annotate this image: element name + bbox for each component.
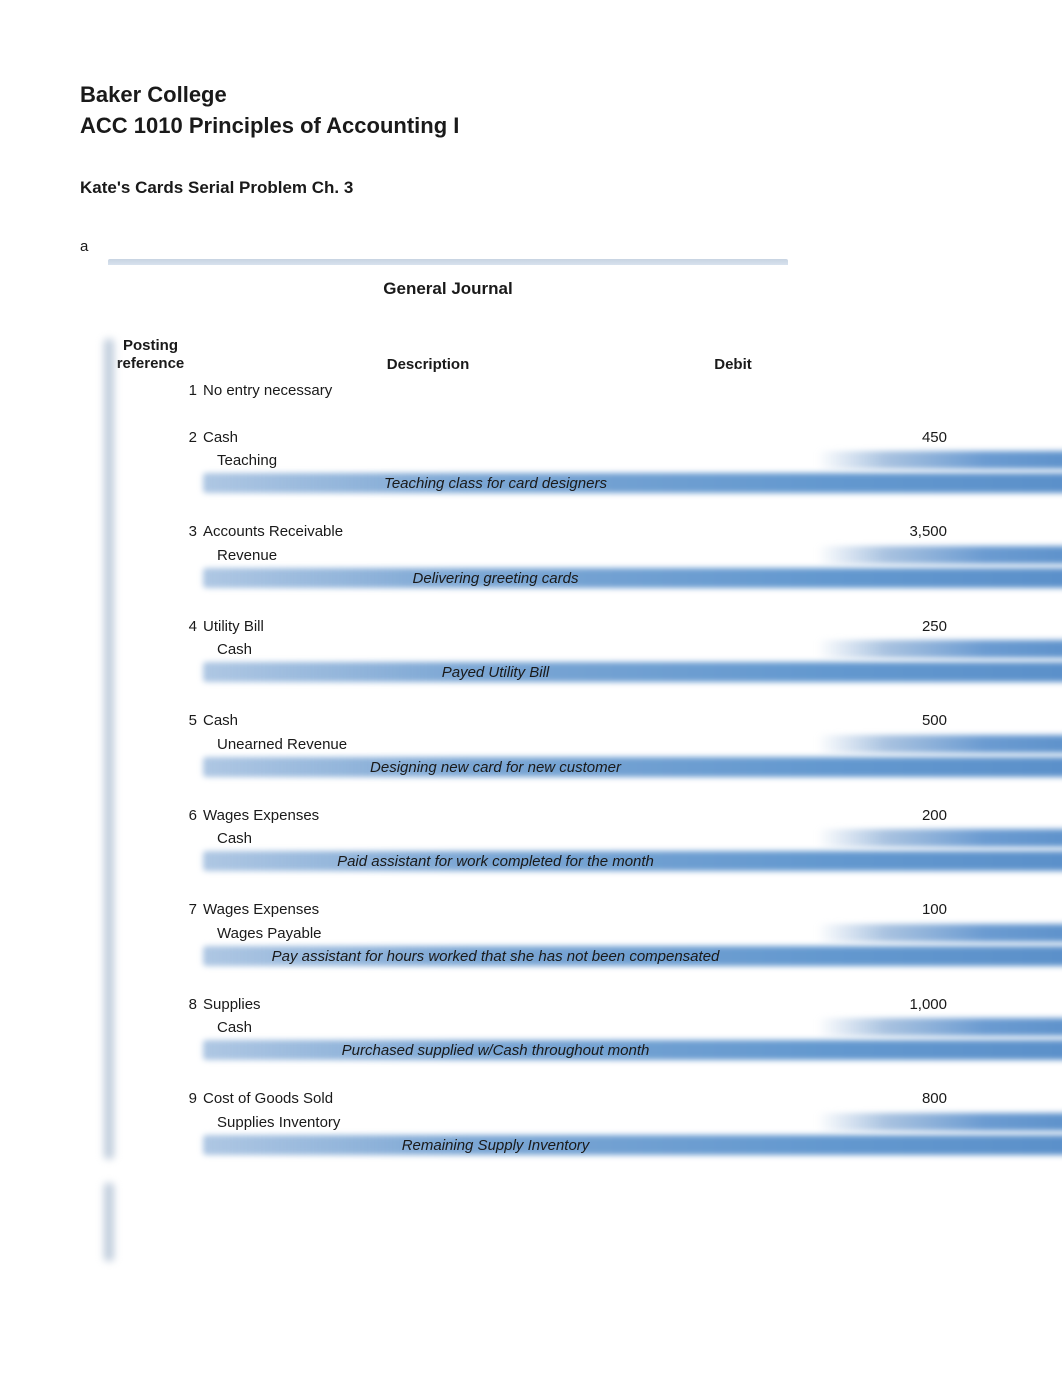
credit-row: Cash	[108, 638, 982, 661]
debit-account: Cash	[203, 426, 238, 449]
debit-amount: 200	[820, 804, 982, 827]
debit-account: Cost of Goods Sold	[203, 1087, 333, 1110]
credit-account: Revenue	[203, 544, 277, 567]
explanation-row: Delivering greeting cards	[108, 567, 982, 591]
posting-ref-number: 8	[108, 993, 203, 1016]
credit-blur-decoration	[817, 735, 1062, 753]
journal-container: General Journal Posting reference Descri…	[108, 259, 982, 1158]
posting-ref-number: 1	[108, 379, 203, 402]
posting-ref-number: 2	[108, 426, 203, 449]
credit-account: Supplies Inventory	[203, 1111, 340, 1134]
debit-row: 2Cash 450	[108, 426, 982, 449]
institution-title: Baker College	[80, 80, 982, 111]
debit-row: 1No entry necessary	[108, 379, 982, 402]
credit-blur-decoration	[817, 1018, 1062, 1036]
debit-row: 6Wages Expenses 200	[108, 804, 982, 827]
debit-row: 5Cash 500	[108, 709, 982, 732]
problem-subtitle: Kate's Cards Serial Problem Ch. 3	[80, 178, 982, 198]
credit-blur-decoration	[817, 640, 1062, 658]
posting-ref-number: 9	[108, 1087, 203, 1110]
explanation-row: Designing new card for new customer	[108, 756, 982, 780]
posting-ref-number: 7	[108, 898, 203, 921]
debit-account: Supplies	[203, 993, 261, 1016]
explanation-row: Teaching class for card designers	[108, 472, 982, 496]
credit-account: Teaching	[203, 449, 277, 472]
credit-row: Supplies Inventory	[108, 1111, 982, 1134]
credit-blur-decoration	[817, 829, 1062, 847]
explanation-text: Remaining Supply Inventory	[108, 1134, 788, 1158]
section-label: a	[80, 238, 982, 255]
posting-ref-number: 5	[108, 709, 203, 732]
debit-account: Wages Expenses	[203, 804, 319, 827]
credit-account: Cash	[203, 1016, 252, 1039]
journal-title: General Journal	[108, 279, 788, 299]
explanation-row: Paid assistant for work completed for th…	[108, 850, 982, 874]
posting-ref-line2: reference	[108, 355, 193, 373]
journal-entry: 5Cash 500 Unearned RevenueDesigning new ca…	[108, 709, 982, 780]
debit-account: Accounts Receivable	[203, 520, 343, 543]
column-headers: Posting reference Description Debit	[108, 337, 982, 373]
explanation-text: Paid assistant for work completed for th…	[108, 850, 788, 874]
journal-entry: 4Utility Bill 250 CashPayed Utility Bill	[108, 615, 982, 686]
debit-amount: 800	[820, 1087, 982, 1110]
credit-row: Wages Payable	[108, 922, 982, 945]
explanation-text: Pay assistant for hours worked that she …	[108, 945, 788, 969]
credit-blur-decoration	[817, 924, 1062, 942]
debit-account: Wages Expenses	[203, 898, 319, 921]
journal-top-border	[108, 259, 788, 265]
credit-row: Cash	[108, 827, 982, 850]
credit-account: Cash	[203, 638, 252, 661]
explanation-text: Payed Utility Bill	[108, 661, 788, 685]
col-header-debit: Debit	[663, 356, 803, 373]
credit-account: Wages Payable	[203, 922, 322, 945]
debit-row: 7Wages Expenses 100	[108, 898, 982, 921]
entries-container: 1No entry necessary2Cash450TeachingTeach…	[108, 379, 982, 1158]
credit-account: Cash	[203, 827, 252, 850]
credit-blur-decoration	[817, 451, 1062, 469]
debit-amount: 450	[820, 426, 982, 449]
credit-row: Unearned Revenue	[108, 733, 982, 756]
debit-amount: 100	[820, 898, 982, 921]
credit-row: Cash	[108, 1016, 982, 1039]
explanation-row: Purchased supplied w/Cash throughout mon…	[108, 1039, 982, 1063]
debit-row: 8Supplies 1,000	[108, 993, 982, 1016]
explanation-text: Delivering greeting cards	[108, 567, 788, 591]
explanation-row: Remaining Supply Inventory	[108, 1134, 982, 1158]
debit-amount: 500	[820, 709, 982, 732]
debit-row: 3Accounts Receivable 3,500	[108, 520, 982, 543]
credit-row: Revenue	[108, 544, 982, 567]
explanation-text: Purchased supplied w/Cash throughout mon…	[108, 1039, 788, 1063]
explanation-row: Pay assistant for hours worked that she …	[108, 945, 982, 969]
col-header-description: Description	[193, 356, 663, 373]
posting-ref-number: 4	[108, 615, 203, 638]
journal-entry: 6Wages Expenses 200 CashPaid assistant for…	[108, 804, 982, 875]
journal-entry: 9Cost of Goods Sold 800 Supplies Inventory…	[108, 1087, 982, 1158]
debit-row: 4Utility Bill 250	[108, 615, 982, 638]
journal-entry: 1No entry necessary	[108, 379, 982, 402]
debit-amount: 250	[820, 615, 982, 638]
debit-amount: 3,500	[820, 520, 982, 543]
credit-account: Unearned Revenue	[203, 733, 347, 756]
journal-entry: 7Wages Expenses 100 Wages PayablePay assis…	[108, 898, 982, 969]
posting-ref-line1: Posting	[108, 337, 193, 355]
debit-account: Utility Bill	[203, 615, 264, 638]
journal-entry: 2Cash 450 TeachingTeaching class for card …	[108, 426, 982, 497]
explanation-row: Payed Utility Bill	[108, 661, 982, 685]
credit-row: Teaching	[108, 449, 982, 472]
course-title: ACC 1010 Principles of Accounting I	[80, 111, 982, 142]
explanation-text: Designing new card for new customer	[108, 756, 788, 780]
credit-blur-decoration	[817, 1113, 1062, 1131]
journal-entry: 3Accounts Receivable 3,500 RevenueDeliveri…	[108, 520, 982, 591]
debit-amount: 1,000	[820, 993, 982, 1016]
explanation-text: Teaching class for card designers	[108, 472, 788, 496]
posting-ref-number: 6	[108, 804, 203, 827]
credit-blur-decoration	[817, 546, 1062, 564]
journal-entry: 8Supplies 1,000 CashPurchased supplied w/C…	[108, 993, 982, 1064]
col-header-posting-ref: Posting reference	[108, 337, 193, 373]
debit-row: 9Cost of Goods Sold 800	[108, 1087, 982, 1110]
debit-account: No entry necessary	[203, 379, 332, 402]
left-blur-decoration	[104, 1183, 114, 1261]
posting-ref-number: 3	[108, 520, 203, 543]
debit-account: Cash	[203, 709, 238, 732]
